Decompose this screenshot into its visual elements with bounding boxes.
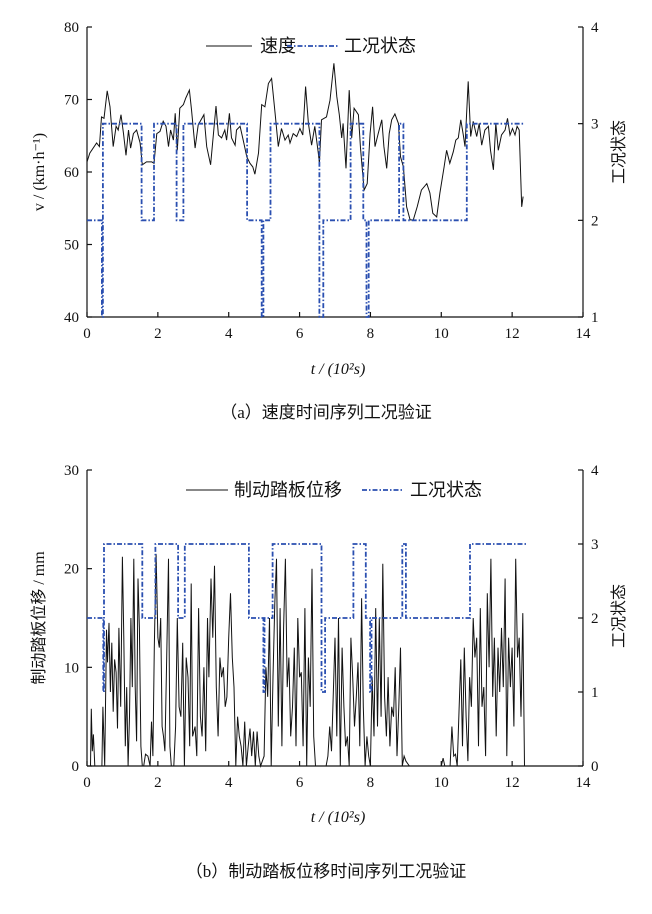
x-tick-label: 4	[225, 326, 233, 342]
x-tick-label: 10	[434, 326, 449, 342]
y-tick-label: 70	[64, 93, 79, 109]
series-line-measured	[90, 553, 527, 768]
y2-tick-label: 4	[591, 20, 599, 36]
y-axis-a-label: v / (km·h⁻¹)	[31, 133, 48, 211]
y2-axis-a-label: 工况状态	[610, 120, 628, 184]
series-line-measured	[86, 63, 524, 221]
chart-a-speed: 速度 工况状态 t / (10²s) v / (km·h⁻¹) 工况状态 （a）…	[31, 20, 628, 422]
y2-tick-label: 2	[591, 611, 599, 627]
legend-b-series2-label: 工况状态	[410, 480, 482, 500]
caption-a: （a）速度时间序列工况验证	[220, 403, 432, 422]
x-tick-label: 4	[225, 775, 233, 791]
x-axis-b-label: t / (10²s)	[311, 809, 366, 826]
legend-a-series2-label: 工况状态	[344, 36, 416, 56]
y-tick-label: 50	[64, 238, 79, 254]
x-tick-label: 14	[576, 775, 592, 791]
x-axis-a-label: t / (10²s)	[311, 361, 366, 378]
y-tick-label: 30	[64, 463, 79, 479]
y2-tick-label: 3	[591, 537, 599, 553]
x-tick-label: 0	[83, 775, 91, 791]
x-tick-label: 12	[505, 775, 520, 791]
x-tick-label: 2	[154, 326, 162, 342]
x-tick-label: 10	[434, 775, 449, 791]
y2-tick-label: 3	[591, 117, 599, 133]
x-tick-label: 6	[296, 326, 304, 342]
y2-tick-label: 0	[591, 759, 599, 775]
y-tick-label: 20	[64, 562, 79, 578]
caption-b: （b）制动踏板位移时间序列工况验证	[186, 862, 467, 881]
series-line-state	[87, 122, 524, 318]
chart-b-pedal: 制动踏板位移 工况状态 t / (10²s) 制动踏板位移 / mm 工况状态 …	[30, 463, 628, 881]
x-tick-label: 8	[367, 326, 375, 342]
y-axis-b-label: 制动踏板位移 / mm	[30, 551, 48, 685]
y2-tick-label: 2	[591, 213, 599, 229]
y-tick-label: 80	[64, 20, 79, 36]
y-tick-label: 60	[64, 165, 79, 181]
legend-b-series1-label: 制动踏板位移	[234, 480, 342, 500]
y2-tick-label: 1	[591, 310, 599, 326]
x-tick-label: 12	[505, 326, 520, 342]
series-line-state	[87, 543, 527, 693]
y2-tick-label: 4	[591, 463, 599, 479]
y2-axis-b-label: 工况状态	[610, 584, 628, 648]
y-tick-label: 0	[72, 759, 80, 775]
y2-tick-label: 1	[591, 685, 599, 701]
y-tick-label: 10	[64, 660, 79, 676]
x-tick-label: 2	[154, 775, 162, 791]
x-tick-label: 0	[83, 326, 91, 342]
x-tick-label: 14	[576, 326, 592, 342]
x-tick-label: 8	[367, 775, 375, 791]
legend-a-series1-label: 速度	[260, 36, 296, 56]
x-tick-label: 6	[296, 775, 304, 791]
y-tick-label: 40	[64, 310, 79, 326]
